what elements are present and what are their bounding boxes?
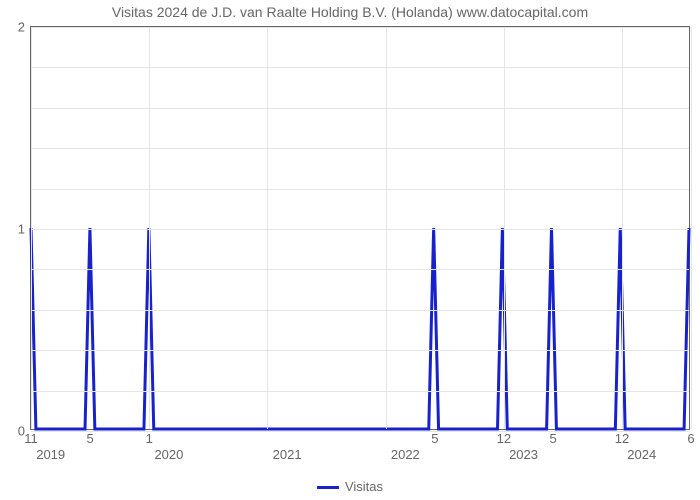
x-year-label: 2023 [509, 429, 538, 462]
h-gridline [31, 229, 689, 230]
h-gridline [31, 431, 689, 432]
h-minor-gridline [31, 350, 689, 351]
x-year-label: 2022 [391, 429, 420, 462]
v-gridline [31, 27, 32, 429]
x-year-label: 2020 [154, 429, 183, 462]
h-minor-gridline [31, 189, 689, 190]
legend: Visitas [0, 479, 700, 494]
legend-label: Visitas [345, 479, 383, 494]
chart-title: Visitas 2024 de J.D. van Raalte Holding … [0, 4, 700, 20]
v-gridline [504, 27, 505, 429]
h-gridline [31, 27, 689, 28]
x-year-label: 2021 [273, 429, 302, 462]
y-tick-label: 2 [18, 20, 31, 35]
h-minor-gridline [31, 67, 689, 68]
h-minor-gridline [31, 269, 689, 270]
h-minor-gridline [31, 310, 689, 311]
x-tick-label: 1 [146, 429, 153, 446]
v-gridline [386, 27, 387, 429]
x-year-label: 2019 [36, 429, 65, 462]
h-minor-gridline [31, 148, 689, 149]
x-tick-label: 5 [549, 429, 556, 446]
legend-swatch [317, 486, 339, 489]
x-tick-label: 5 [86, 429, 93, 446]
chart-container: Visitas 2024 de J.D. van Raalte Holding … [0, 0, 700, 500]
v-gridline [149, 27, 150, 429]
v-gridline [267, 27, 268, 429]
x-tick-label: 6 [687, 429, 694, 446]
h-minor-gridline [31, 108, 689, 109]
y-tick-label: 1 [18, 222, 31, 237]
x-tick-label: 5 [431, 429, 438, 446]
h-minor-gridline [31, 391, 689, 392]
v-gridline [622, 27, 623, 429]
x-year-label: 2024 [627, 429, 656, 462]
v-gridline [691, 27, 692, 429]
data-line [31, 27, 689, 429]
plot-area: 01211515125126201920202021202220232024 [30, 26, 690, 430]
